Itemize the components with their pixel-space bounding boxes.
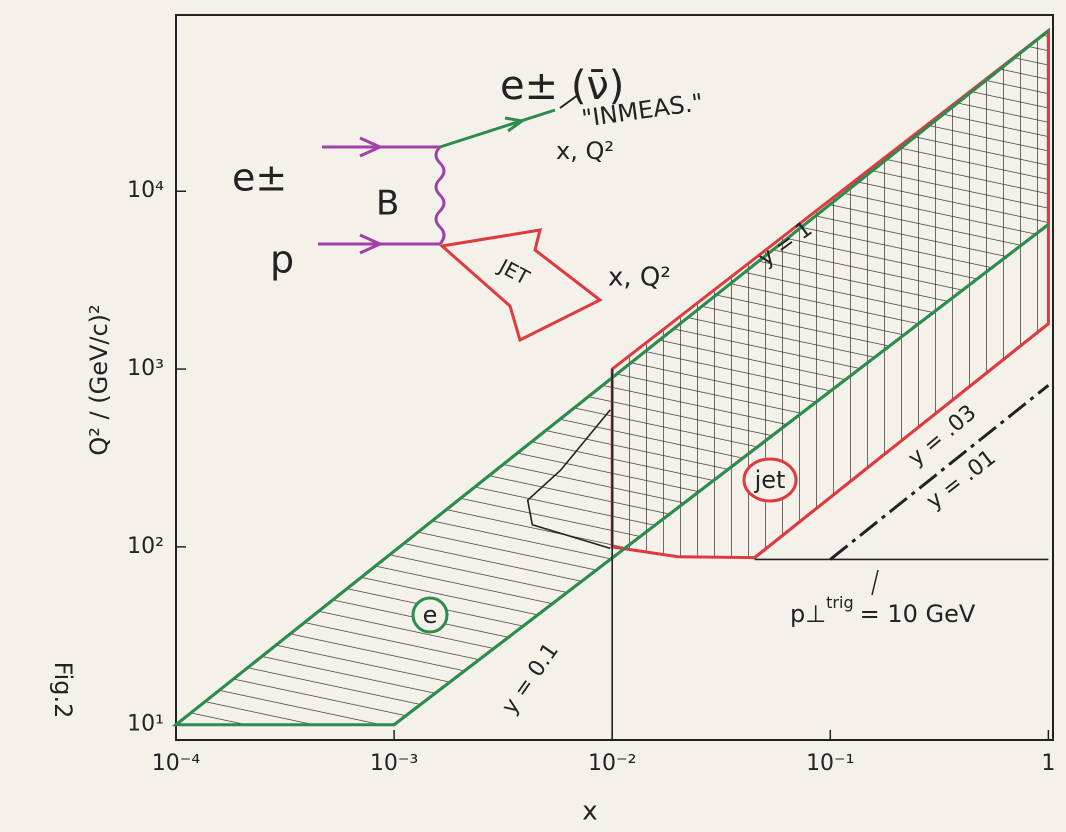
figure-label: Fig.2 — [49, 662, 77, 719]
y-axis-label: Q² / (GeV/c)² — [85, 304, 113, 455]
y-tick-label: 10⁴ — [127, 178, 164, 203]
region-label: e — [423, 601, 438, 629]
inset-label: JET — [493, 253, 534, 290]
inset-label: x, Q² — [556, 137, 614, 165]
x-axis-label: x — [582, 797, 597, 827]
y-tick-label: 10¹ — [127, 712, 164, 737]
x-tick-label: 10⁻² — [588, 751, 636, 776]
trigger-label: p⊥trig = 10 GeV — [790, 593, 976, 629]
inset-label: p — [270, 238, 294, 282]
x-tick-label: 10⁻¹ — [806, 751, 854, 776]
feynman-inset: e± p B JET e± (ν̄) "INMEAS." x, Q² x, Q² — [232, 63, 705, 340]
chart: x Q² / (GeV/c)² Fig.2 y = 1 y = 0.1 y = … — [0, 0, 1066, 832]
x-tick-label: 10⁻³ — [370, 751, 418, 776]
pointer — [872, 570, 878, 595]
y-tick-label: 10² — [127, 534, 164, 559]
trigger-superscript: trig — [826, 593, 853, 612]
line-label: y = 0.1 — [497, 639, 564, 719]
trigger-rest: = 10 GeV — [860, 600, 976, 628]
boson-line — [436, 147, 444, 244]
inset-label: B — [376, 184, 399, 224]
x-tick-label: 10⁻⁴ — [152, 751, 201, 776]
inset-label: e± — [232, 156, 287, 200]
lepton-out — [440, 110, 555, 147]
trigger-symbol: p⊥ — [790, 600, 826, 628]
page: x Q² / (GeV/c)² Fig.2 y = 1 y = 0.1 y = … — [0, 0, 1066, 832]
inset-label: x, Q² — [608, 263, 671, 293]
x-tick-label: 1 — [1041, 751, 1055, 776]
y-tick-label: 10³ — [127, 356, 164, 381]
region-label: jet — [754, 466, 786, 494]
